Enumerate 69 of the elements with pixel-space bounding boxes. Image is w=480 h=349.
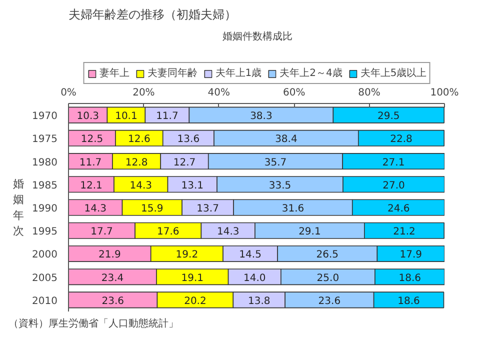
data-label: 17.9 (400, 250, 422, 261)
x-tick-label: 0% (60, 88, 76, 98)
data-label: 22.8 (390, 134, 412, 146)
legend-label: 夫年上1歳 (215, 66, 262, 80)
y-tick-label: 1995 (32, 226, 58, 238)
x-tick-label: 100% (430, 88, 459, 98)
data-label: 12.5 (80, 134, 104, 146)
data-label: 13.1 (181, 180, 204, 192)
legend-label: 妻年上 (99, 66, 130, 80)
data-label: 12.7 (173, 157, 196, 168)
data-label: 38.4 (275, 134, 298, 146)
y-axis-title: 婚姻年次 (13, 178, 24, 238)
data-label: 21.9 (98, 250, 121, 261)
data-label: 27.0 (382, 180, 405, 192)
y-tick-label: 2010 (32, 296, 58, 307)
data-label: 17.6 (157, 226, 180, 238)
data-label: 12.1 (80, 180, 102, 192)
data-label: 10.3 (76, 111, 99, 122)
data-label: 10.1 (115, 111, 138, 122)
data-label: 23.6 (102, 296, 124, 307)
data-label: 23.6 (318, 296, 341, 307)
data-label: 14.0 (243, 272, 266, 284)
data-label: 18.6 (398, 272, 422, 284)
text: （資料）厚生労働省「人口動態統計」 (8, 318, 178, 330)
data-label: 29.1 (298, 226, 321, 238)
x-tick-label: 80% (358, 88, 380, 98)
chart-title: 夫婦年齢差の推移（初婚夫婦） (68, 8, 236, 22)
data-label: 23.4 (101, 272, 124, 284)
data-label: 11.7 (156, 111, 178, 122)
legend-label: 夫年上2～4歳 (280, 66, 342, 80)
legend-label: 夫年上5歳以上 (360, 66, 427, 80)
y-tick-label: 1975 (32, 134, 58, 146)
data-label: 18.6 (398, 296, 420, 307)
y-tick-label: 1985 (32, 180, 58, 192)
data-label: 11.7 (79, 157, 102, 168)
y-tick-label: 1990 (32, 204, 58, 214)
data-label: 13.6 (177, 134, 200, 146)
legend-label: 夫妻同年齢 (147, 66, 198, 80)
data-label: 14.3 (216, 226, 240, 238)
data-label: 21.2 (393, 226, 416, 238)
data-label: 25.0 (316, 272, 340, 284)
x-tick-label: 40% (208, 88, 230, 98)
data-label: 12.8 (125, 157, 148, 168)
data-label: 15.9 (141, 204, 164, 214)
data-label: 12.6 (128, 134, 150, 146)
data-label: 14.3 (84, 204, 107, 214)
data-label: 33.5 (268, 180, 292, 192)
y-tick-label: 2000 (32, 250, 58, 261)
y-tick-label: 1970 (32, 111, 58, 122)
data-label: 19.2 (176, 250, 198, 261)
data-label: 13.8 (248, 296, 270, 307)
chart-subtitle: 婚姻件数構成比 (222, 30, 292, 42)
x-tick-label: 20% (132, 88, 155, 98)
x-tick-label: 60% (282, 88, 306, 98)
data-label: 17.7 (90, 226, 113, 238)
data-label: 19.1 (181, 272, 204, 284)
data-label: 26.5 (316, 250, 339, 261)
y-tick-label: 1980 (32, 157, 58, 168)
data-label: 24.6 (387, 204, 410, 214)
data-label: 14.3 (130, 180, 152, 192)
data-label: 14.5 (239, 250, 262, 261)
data-label: 35.7 (264, 157, 287, 168)
data-label: 31.6 (282, 204, 304, 214)
y-tick-label: 2005 (32, 272, 58, 284)
data-label: 27.1 (382, 157, 405, 168)
data-label: 20.2 (184, 296, 206, 307)
data-label: 38.3 (250, 111, 272, 122)
data-label: 13.7 (196, 204, 219, 214)
data-label: 29.5 (378, 111, 400, 122)
